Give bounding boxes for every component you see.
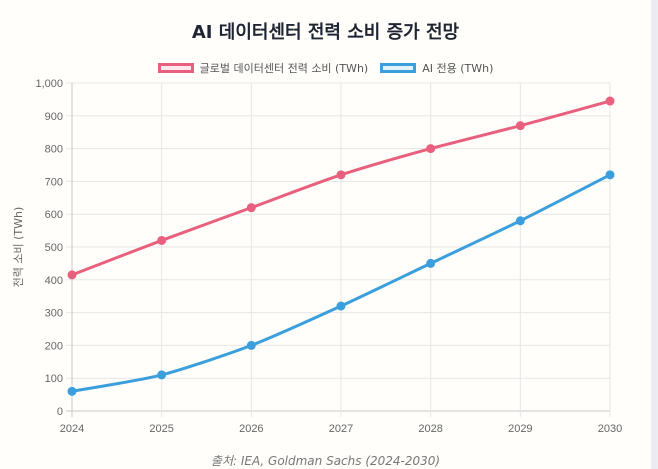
y-tick-label: 900 <box>45 111 63 123</box>
data-point <box>67 386 77 396</box>
data-point <box>336 301 346 311</box>
legend-label-ai: AI 전용 (TWh) <box>422 62 494 75</box>
data-point <box>157 370 167 380</box>
data-point <box>426 258 436 268</box>
y-tick-label: 400 <box>45 275 63 287</box>
legend-item-ai[interactable]: AI 전용 (TWh) <box>380 60 493 76</box>
x-tick-label: 2025 <box>149 423 173 435</box>
data-point <box>605 96 615 106</box>
series-group <box>67 96 615 396</box>
y-tick-label: 0 <box>57 406 63 418</box>
y-tick-label: 300 <box>45 308 63 320</box>
data-point <box>426 144 436 154</box>
legend-item-global[interactable]: 글로벌 데이터센터 전력 소비 (TWh) <box>157 60 369 76</box>
x-tick-label: 2024 <box>60 423 84 435</box>
legend-label-global: 글로벌 데이터센터 전력 소비 (TWh) <box>199 62 369 75</box>
x-tick-label: 2029 <box>508 423 532 435</box>
data-point <box>336 170 346 180</box>
scrollbar-track[interactable] <box>651 0 658 469</box>
y-tick-label: 200 <box>45 340 63 352</box>
data-point <box>515 121 525 131</box>
x-axis-ticks: 2024 2025 2026 2027 2028 2029 2030 <box>60 423 622 435</box>
y-tick-label: 800 <box>45 144 63 156</box>
data-point <box>605 170 615 180</box>
data-point <box>67 270 77 280</box>
source-note: 출처: IEA, Goldman Sachs (2024-2030) <box>210 454 441 468</box>
data-point <box>246 340 256 350</box>
y-tick-label: 700 <box>45 176 63 188</box>
y-tick-label: 100 <box>45 373 63 385</box>
y-tick-label: 1,000 <box>35 78 63 90</box>
y-tick-label: 500 <box>45 242 63 254</box>
chart-title: AI 데이터센터 전력 소비 증가 전망 <box>191 22 460 43</box>
legend-swatch-global <box>157 63 194 73</box>
legend: 글로벌 데이터센터 전력 소비 (TWh) AI 전용 (TWh) <box>0 60 651 76</box>
data-point <box>246 203 256 213</box>
x-tick-label: 2027 <box>329 423 353 435</box>
grid <box>66 82 611 417</box>
y-axis-ticks: 0 100 200 300 400 500 600 700 800 900 1,000 <box>35 78 63 418</box>
x-tick-label: 2028 <box>418 423 442 435</box>
y-tick-label: 600 <box>45 209 63 221</box>
x-tick-label: 2030 <box>598 423 622 435</box>
x-tick-label: 2026 <box>239 423 263 435</box>
data-point <box>157 235 167 245</box>
data-point <box>515 216 525 226</box>
legend-swatch-ai <box>380 63 417 73</box>
y-axis-title: 전력 소비 (TWh) <box>12 207 25 288</box>
